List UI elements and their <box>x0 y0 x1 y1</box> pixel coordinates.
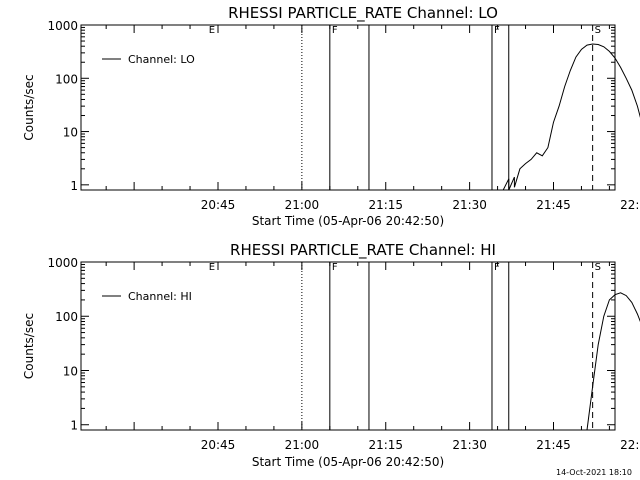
flag-label: S <box>595 262 601 273</box>
y-tick-label: 1000 <box>47 19 78 33</box>
x-tick-label: 21:15 <box>368 198 403 212</box>
y-tick-label: 10 <box>63 126 78 140</box>
x-tick-label: 20:45 <box>201 438 236 452</box>
plot-frame <box>80 261 616 431</box>
x-tick-label: 21:00 <box>285 198 320 212</box>
x-axis-label: Start Time (05-Apr-06 20:42:50) <box>252 455 444 469</box>
flag-label: F <box>494 25 500 36</box>
chart-panel-hi: RHESSI PARTICLE_RATE Channel: HI Start Ti… <box>22 241 640 469</box>
x-tick-label: 21:30 <box>452 198 487 212</box>
flag-label: F <box>332 25 338 36</box>
chart-title: RHESSI PARTICLE_RATE Channel: LO <box>228 4 498 23</box>
x-tick-label: 22:00 <box>620 438 640 452</box>
y-tick-label: 10 <box>63 364 78 378</box>
x-tick-label: 21:45 <box>536 198 571 212</box>
y-tick-label: 100 <box>55 72 78 86</box>
footer-timestamp: 14-Oct-2021 18:10 <box>556 468 632 477</box>
series-line <box>586 292 640 431</box>
x-tick-label: 21:30 <box>452 438 487 452</box>
x-tick-label: 21:15 <box>368 438 403 452</box>
x-tick-label: 21:45 <box>536 438 571 452</box>
flag-label: S <box>595 25 601 36</box>
y-axis-label: Counts/sec <box>22 74 36 140</box>
x-tick-label: 22:00 <box>620 198 640 212</box>
x-tick-label: 20:45 <box>201 198 236 212</box>
y-tick-label: 1000 <box>47 256 78 270</box>
flag-label: E <box>209 25 215 36</box>
y-tick-label: 1 <box>70 179 78 193</box>
flag-label: F <box>494 262 500 273</box>
series-line <box>502 43 640 191</box>
plot-frame <box>80 24 616 191</box>
flag-label: F <box>332 262 338 273</box>
x-tick-label: 21:00 <box>285 438 320 452</box>
y-axis-label: Counts/sec <box>22 313 36 379</box>
y-tick-label: 100 <box>55 310 78 324</box>
x-axis-label: Start Time (05-Apr-06 20:42:50) <box>252 214 444 228</box>
legend-label: Channel: HI <box>128 290 192 303</box>
legend-label: Channel: LO <box>128 53 195 66</box>
flag-label: E <box>209 262 215 273</box>
chart-title: RHESSI PARTICLE_RATE Channel: HI <box>230 241 496 260</box>
y-tick-label: 1 <box>70 419 78 433</box>
chart-panel-lo: RHESSI PARTICLE_RATE Channel: LO Start Ti… <box>22 4 640 228</box>
